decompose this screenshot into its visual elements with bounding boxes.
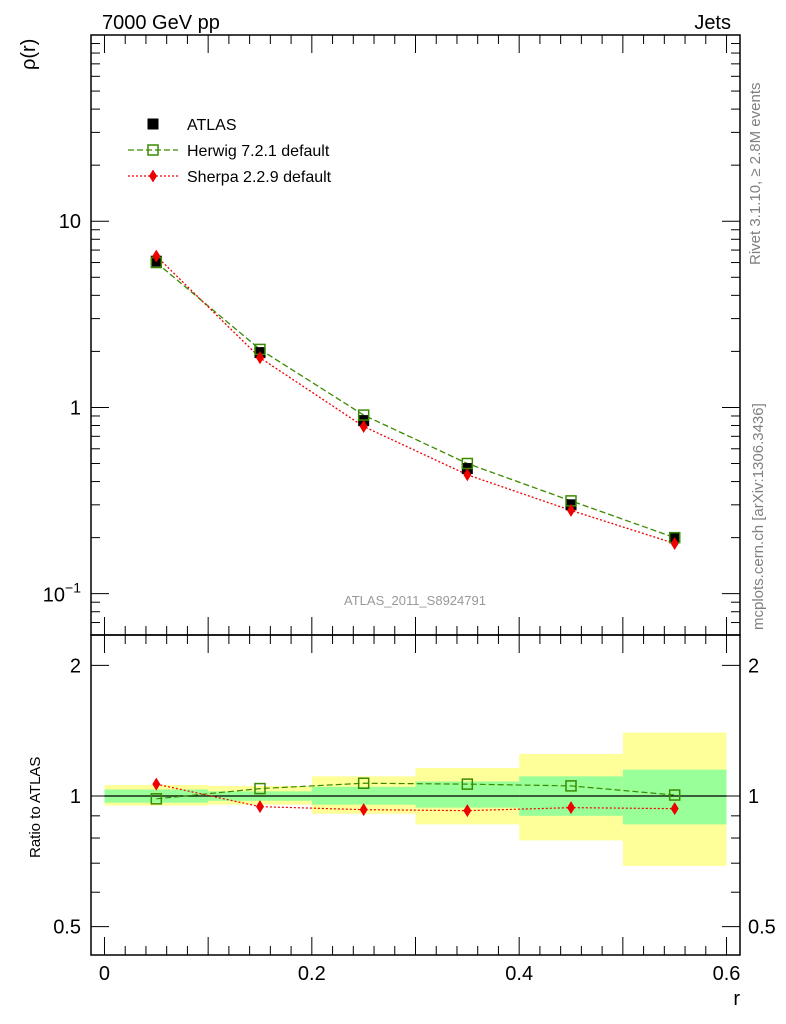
ratio-y-tick-label: 0.5 — [53, 917, 81, 939]
x-tick-label: 0.4 — [505, 963, 533, 985]
y-tick-label: 10−1 — [43, 580, 81, 607]
analysis-watermark: ATLAS_2011_S8924791 — [344, 593, 486, 608]
x-tick-label: 0 — [99, 963, 110, 985]
y-tick-label: 1 — [70, 397, 81, 419]
ratio-inner-band — [622, 769, 727, 825]
ratio-y-tick-label: 1 — [70, 786, 81, 808]
main-panel: 10−1 1 10 — [43, 34, 741, 636]
data-point — [567, 503, 576, 517]
ratio-data-point — [668, 789, 681, 801]
ratio-data-point — [567, 801, 576, 815]
data-point — [255, 351, 264, 365]
ratio-data-point — [670, 802, 679, 816]
header-left: 7000 GeV pp — [102, 12, 220, 34]
ratio-series-group — [150, 777, 681, 818]
legend-label: Herwig 7.2.1 default — [187, 143, 330, 160]
x-axis-label: r — [733, 988, 740, 1010]
series-line — [155, 255, 675, 545]
ratio-y-tick-label-right: 1 — [748, 786, 759, 808]
ratio-data-point — [255, 800, 264, 814]
ratio-y-tick-label: 2 — [70, 655, 81, 677]
x-tick-label: 0.2 — [298, 963, 326, 985]
data-point — [359, 420, 368, 434]
ratio-y-tick-label-right: 2 — [748, 655, 759, 677]
legend-label: ATLAS — [187, 117, 237, 134]
ratio-series-line — [156, 783, 675, 812]
data-point — [152, 249, 161, 263]
data-point — [670, 536, 679, 550]
mcplots-label: mcplots.cern.ch [arXiv:1306.3436] — [750, 403, 767, 630]
ratio-data-point — [150, 793, 163, 805]
ratio-data-point — [357, 777, 370, 789]
header-right: Jets — [694, 12, 731, 34]
x-tick-label: 0.6 — [713, 963, 741, 985]
ratio-data-point — [152, 777, 161, 791]
legend-label: Sherpa 2.2.9 default — [187, 169, 332, 186]
ratio-data-point — [254, 782, 266, 795]
legend-marker — [149, 169, 157, 183]
ratio-series-line — [156, 782, 675, 800]
ratio-data-point — [359, 803, 368, 817]
data-point — [463, 468, 472, 482]
series-line — [155, 262, 675, 539]
ratio-data-point — [463, 804, 472, 818]
legend-marker — [147, 118, 159, 130]
legend: ATLAS Herwig 7.2.1 default Sherpa 2.2.9 de… — [128, 117, 332, 186]
y-tick-label: 10 — [59, 211, 81, 233]
ratio-panel: 0.5 0.5 1 1 2 2 0 0.2 0.4 0.6 — [53, 634, 776, 985]
ratio-uncertainty-bands — [104, 732, 727, 866]
ratio-y-tick-label-right: 0.5 — [748, 917, 776, 939]
ratio-data-point — [461, 778, 474, 790]
ratio-y-axis-label: Ratio to ATLAS — [27, 757, 44, 858]
ratio-inner-band — [415, 781, 520, 808]
rivet-label: Rivet 3.1.10, ≥ 2.8M events — [747, 83, 764, 266]
ratio-data-point — [565, 780, 577, 792]
main-series-group — [150, 249, 681, 550]
y-axis-label: ρ(r) — [18, 39, 40, 70]
legend-marker — [147, 144, 159, 156]
